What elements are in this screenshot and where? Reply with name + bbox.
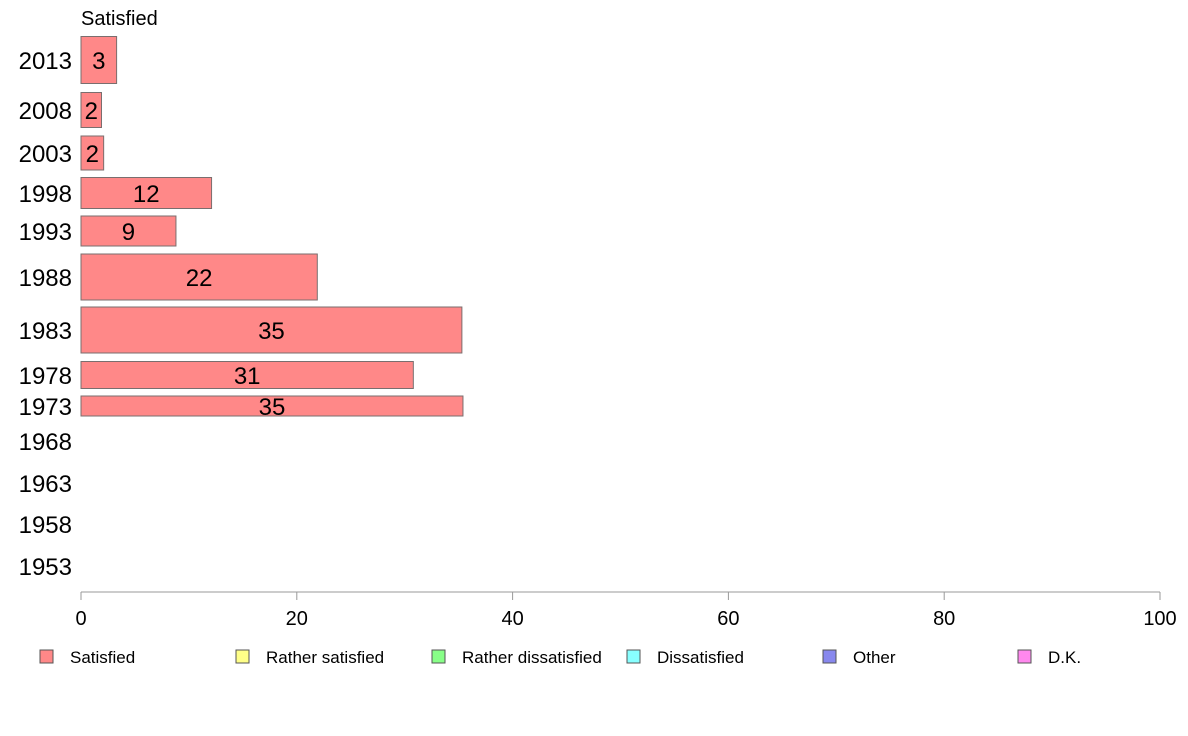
legend-swatch: [626, 649, 641, 664]
bar-value-label: 12: [133, 181, 160, 208]
y-tick-label: 2008: [19, 98, 72, 125]
bar-value-label: 9: [122, 219, 135, 246]
y-tick-label: 1973: [19, 394, 72, 421]
x-tick-label: 0: [75, 608, 86, 630]
bar: [80, 36, 118, 84]
y-tick-label: 1998: [19, 181, 72, 208]
y-axis-labels: 2013 2008 2003 1998 1993 1988 1983 1978 1973 1968…: [19, 48, 72, 581]
y-tick-label: 1963: [19, 471, 72, 498]
y-tick-label: 1983: [19, 318, 72, 345]
bar-value-label: 35: [259, 394, 286, 421]
legend-swatch: [39, 649, 54, 664]
bar: [80, 253, 318, 301]
x-tick-label: 80: [933, 608, 955, 630]
x-axis: 0 20 40 60 80 100: [75, 591, 1177, 630]
bar: [80, 361, 414, 389]
y-tick-label: 1988: [19, 265, 72, 292]
bar: [80, 215, 177, 247]
bar: [80, 135, 105, 171]
legend-label: Other: [853, 648, 896, 667]
legend-label: Rather satisfied: [266, 648, 384, 667]
legend-swatch: [431, 649, 446, 664]
bar: [80, 306, 463, 354]
bar-value-label: 2: [86, 141, 99, 168]
y-tick-label: 2003: [19, 141, 72, 168]
legend-swatch: [822, 649, 837, 664]
bar-value-label: 3: [92, 48, 105, 75]
y-tick-label: 1958: [19, 512, 72, 539]
legend-swatch: [1017, 649, 1032, 664]
panel-title: Satisfied: [81, 8, 158, 30]
x-tick-label: 40: [501, 608, 523, 630]
bar: [80, 395, 464, 417]
bar-value-label: 35: [258, 318, 285, 345]
legend-label: Satisfied: [70, 648, 135, 667]
x-tick-label: 20: [286, 608, 308, 630]
bar-value-label: 31: [234, 363, 261, 390]
y-tick-label: 1993: [19, 219, 72, 246]
y-tick-label: 2013: [19, 48, 72, 75]
bar: [80, 92, 103, 128]
y-tick-label: 1953: [19, 554, 72, 581]
y-tick-label: 1968: [19, 429, 72, 456]
legend: Satisfied Rather satisfied Rather dissatis…: [39, 648, 1081, 667]
bar-value-label: 2: [85, 98, 98, 125]
bar: [80, 177, 213, 209]
bar-value-label: 22: [186, 265, 213, 292]
legend-label: D.K.: [1048, 648, 1081, 667]
y-tick-label: 1978: [19, 363, 72, 390]
legend-label: Rather dissatisfied: [462, 648, 602, 667]
x-tick-label: 60: [717, 608, 739, 630]
legend-swatch: [235, 649, 250, 664]
legend-label: Dissatisfied: [657, 648, 744, 667]
x-tick-label: 100: [1143, 608, 1176, 630]
